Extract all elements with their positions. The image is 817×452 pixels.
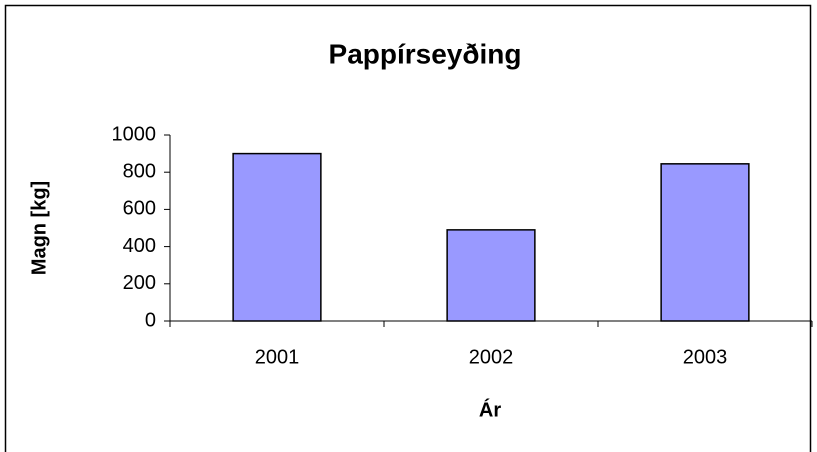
y-tick-label: 800 bbox=[123, 160, 156, 182]
bar bbox=[232, 152, 322, 322]
chart-title: Pappírseyðing bbox=[329, 38, 522, 69]
x-tick-label: 2002 bbox=[469, 346, 514, 368]
y-tick-label: 200 bbox=[123, 272, 156, 294]
y-axis-label: Magn [kg] bbox=[28, 181, 50, 275]
x-tick-label: 2003 bbox=[683, 346, 728, 368]
bar bbox=[446, 229, 536, 322]
y-tick-label: 0 bbox=[145, 309, 156, 331]
y-tick-label: 400 bbox=[123, 235, 156, 257]
y-tick-label: 1000 bbox=[112, 123, 157, 145]
y-tick-label: 600 bbox=[123, 198, 156, 220]
bar bbox=[660, 163, 750, 322]
x-axis-label: Ár bbox=[479, 398, 501, 421]
x-tick-label: 2001 bbox=[255, 346, 300, 368]
